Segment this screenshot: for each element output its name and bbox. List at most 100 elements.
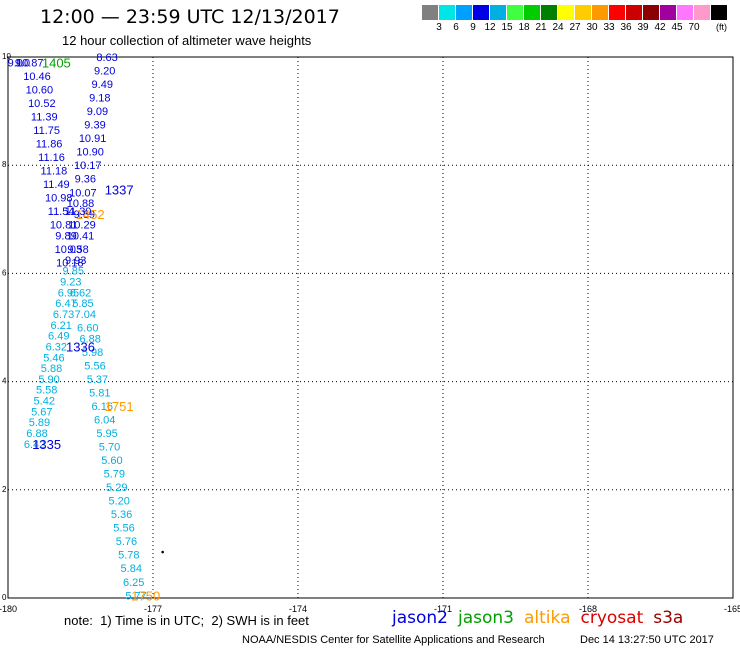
wave-height-label: 11.86 [36, 139, 63, 151]
wave-height-label: 7.04 [75, 309, 96, 321]
wave-height-label: 5.95 [96, 428, 117, 440]
color-scale-label: 45 [671, 22, 683, 33]
wave-height-label: 5.88 [41, 363, 62, 375]
color-scale-label: 39 [637, 22, 649, 33]
pass-time-label: 1336 [66, 339, 95, 354]
pass-time-label: 1750 [131, 588, 160, 603]
wave-height-label: 9.0 [15, 57, 30, 69]
chart-subtitle: 12 hour collection of altimeter wave hei… [62, 33, 312, 48]
color-swatch [456, 5, 473, 20]
wave-height-label: 10.91 [79, 133, 107, 145]
wave-height-label: 11.16 [38, 152, 65, 164]
wave-height-label: 6.21 [50, 320, 71, 332]
color-swatch [524, 5, 541, 20]
color-swatch [694, 5, 711, 20]
wave-height-label: 9.93 [65, 255, 86, 267]
wave-height-label: 10.41 [67, 231, 95, 243]
footer-note: note: 1) Time is in UTC; 2) SWH is in fe… [64, 613, 309, 628]
generated-timestamp: Dec 14 13:27:50 UTC 2017 [580, 634, 714, 646]
color-swatch [643, 5, 660, 20]
wave-height-label: 6.88 [26, 428, 47, 440]
color-swatch [507, 5, 524, 20]
x-tick-label: -171 [434, 604, 452, 614]
wave-height-label: 9.20 [94, 66, 115, 78]
wave-height-label: 9.89 [74, 209, 95, 221]
color-scale-label: 6 [453, 22, 459, 33]
wave-height-label: 10.17 [74, 160, 102, 172]
wave-height-label: 6.25 [123, 577, 144, 589]
wave-height-label: 5.70 [99, 442, 120, 454]
color-scale-label: 18 [518, 22, 530, 33]
wave-height-label: 6.49 [48, 331, 69, 343]
wave-height-label: 11.18 [41, 166, 68, 178]
color-swatch [592, 5, 609, 20]
wave-height-label: 5.67 [31, 406, 52, 418]
color-scale-bar [422, 5, 728, 20]
y-tick-label: 6 [2, 268, 7, 277]
color-swatch [677, 5, 694, 20]
wave-height-label: 9.89 [55, 231, 76, 243]
wave-height-label: 10.29 [68, 220, 96, 232]
y-tick-label: 2 [2, 485, 7, 494]
color-scale-label: 21 [535, 22, 547, 33]
wave-height-label: 5.56 [113, 523, 134, 535]
wave-height-label: 11.30 [65, 206, 92, 218]
pass-time-label: 1335 [32, 437, 61, 452]
wave-height-label: 10.81 [50, 220, 78, 232]
wave-height-label: 6.04 [94, 414, 115, 426]
wave-height-label: 5.58 [36, 385, 57, 397]
plot-frame [7, 56, 734, 599]
wave-height-label: 6.95 [58, 287, 79, 299]
color-scale-unit: (ft) [716, 22, 727, 32]
wave-height-label: 5.29 [106, 482, 127, 494]
x-tick-label: -180 [0, 604, 17, 614]
color-scale-label: 24 [552, 22, 564, 33]
wave-height-label: 11.49 [43, 179, 70, 191]
x-tick-label: -168 [579, 604, 597, 614]
y-tick-label: 0 [2, 593, 7, 602]
y-tick-label: 8 [2, 160, 7, 169]
color-swatch [422, 5, 439, 20]
wave-height-label: 11.54 [48, 206, 75, 218]
wave-height-label: 6.47 [55, 298, 76, 310]
wave-height-label: 9.09 [87, 106, 108, 118]
wave-height-label: 10.90 [76, 147, 104, 159]
wave-height-label: 9.39 [84, 120, 105, 132]
wave-height-label: 5.81 [89, 387, 110, 399]
wave-height-label: 9.58 [67, 244, 88, 256]
color-swatch [541, 5, 558, 20]
x-tick-label: -165 [724, 604, 740, 614]
wave-height-label: 6.42 [24, 439, 45, 451]
wave-height-label: 5.56 [84, 360, 105, 372]
color-swatch [660, 5, 677, 20]
wave-height-label: 9.0 [8, 57, 23, 69]
chart-title: 12:00 — 23:59 UTC 12/13/2017 [40, 6, 340, 28]
wave-height-label: 10.52 [28, 98, 56, 110]
point-marker [161, 550, 164, 554]
color-scale-label: 42 [654, 22, 666, 33]
wave-height-label: 9.23 [60, 277, 81, 289]
color-swatch [711, 5, 728, 20]
wave-height-label: 10.60 [26, 84, 54, 96]
color-scale-label: 27 [569, 22, 581, 33]
wave-height-label: 6.32 [46, 341, 67, 353]
pass-time-label: 1405 [42, 55, 71, 70]
y-tick-label: 10 [2, 52, 11, 61]
wave-height-label: 5.37 [87, 374, 108, 386]
wave-height-label: 5.79 [104, 469, 125, 481]
credit-text: NOAA/NESDIS Center for Satellite Applica… [242, 634, 545, 646]
color-swatch [609, 5, 626, 20]
wave-height-label: 9.36 [75, 174, 96, 186]
wave-height-label: 10.18 [56, 258, 84, 270]
color-scale-label: 15 [501, 22, 513, 33]
wave-height-label: 5.60 [101, 455, 122, 467]
wave-height-label: 10.07 [69, 187, 97, 199]
wave-height-label: 10.88 [67, 198, 95, 210]
color-swatch [439, 5, 456, 20]
x-tick-label: -177 [144, 604, 162, 614]
wave-height-label: 11.75 [33, 125, 60, 137]
wave-height-label: 5.20 [108, 496, 129, 508]
pass-time-label: 1337 [105, 183, 134, 198]
color-swatch [558, 5, 575, 20]
